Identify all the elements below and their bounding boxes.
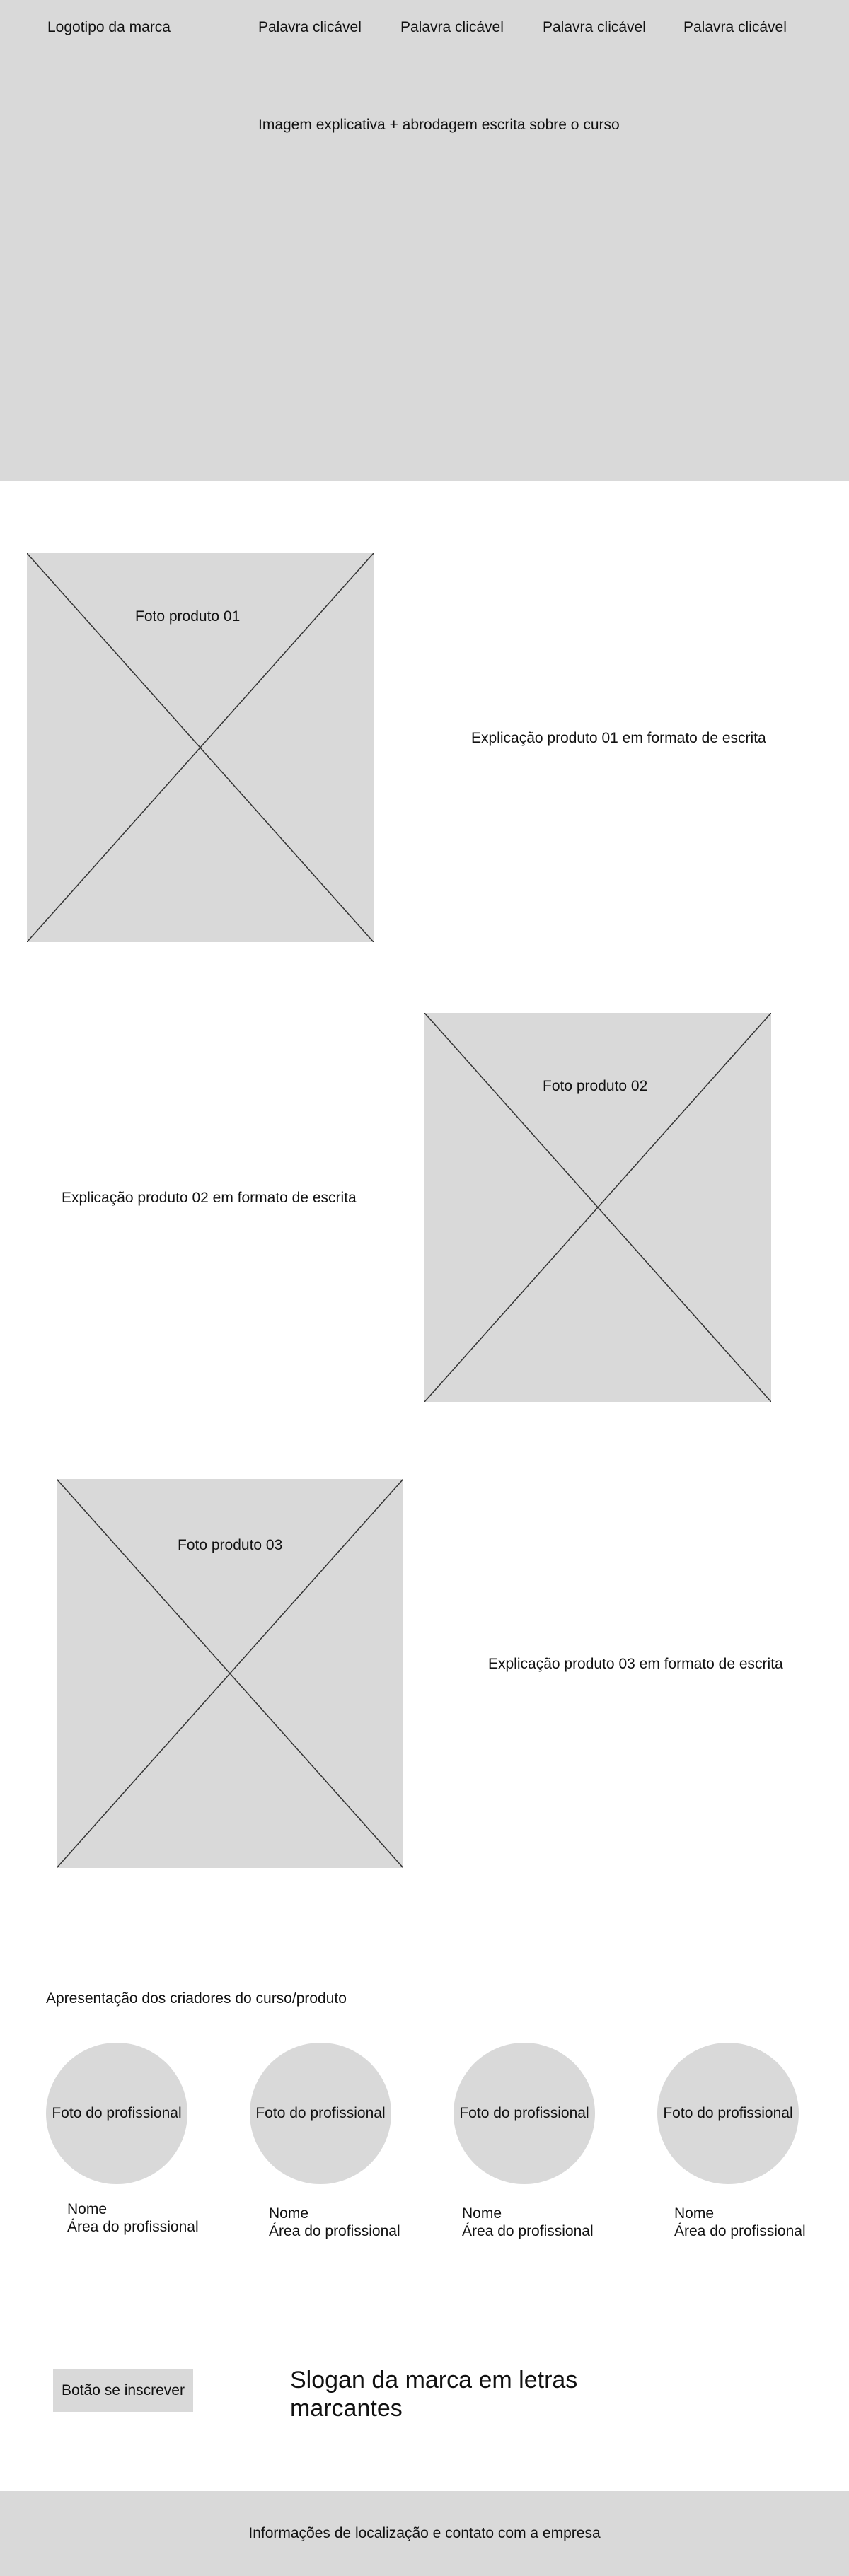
- creator-3-photo: Foto do profissional: [454, 2043, 595, 2184]
- creator-4-photo: Foto do profissional: [657, 2043, 799, 2184]
- product-01-photo-label: Foto produto 01: [135, 608, 241, 625]
- footer: Informações de localização e contato com…: [0, 2491, 849, 2576]
- creator-1-name: Nome: [67, 2201, 108, 2217]
- product-02-photo: Foto produto 02: [424, 1013, 771, 1402]
- nav-link-4[interactable]: Palavra clicável: [683, 19, 787, 35]
- footer-contact-info: Informações de localização e contato com…: [248, 2525, 601, 2541]
- creator-2-photo: Foto do profissional: [250, 2043, 391, 2184]
- creator-2-name: Nome: [269, 2205, 309, 2222]
- subscribe-button[interactable]: Botão se inscrever: [53, 2369, 193, 2412]
- creator-3-info: Nome Área do profissional: [462, 2205, 594, 2240]
- product-03-description: Explicação produto 03 em formato de escr…: [488, 1656, 783, 1672]
- creator-1-photo-label: Foto do profissional: [52, 2105, 182, 2121]
- nav-link-2[interactable]: Palavra clicável: [400, 19, 504, 35]
- creators-heading: Apresentação dos criadores do curso/prod…: [46, 1990, 347, 2007]
- brand-logo[interactable]: Logotipo da marca: [47, 19, 171, 35]
- placeholder-cross-icon: [57, 1479, 403, 1868]
- product-01-description: Explicação produto 01 em formato de escr…: [471, 730, 766, 746]
- creator-1-info: Nome Área do profissional: [67, 2200, 199, 2236]
- creator-2-photo-label: Foto do profissional: [255, 2105, 386, 2121]
- brand-slogan: Slogan da marca em letras marcantes: [290, 2367, 578, 2422]
- product-01-photo: Foto produto 01: [27, 553, 374, 942]
- placeholder-cross-icon: [27, 553, 374, 942]
- nav-link-3[interactable]: Palavra clicável: [543, 19, 646, 35]
- product-03-photo-label: Foto produto 03: [178, 1537, 283, 1553]
- creator-2-info: Nome Área do profissional: [269, 2205, 400, 2240]
- product-02-photo-label: Foto produto 02: [543, 1078, 648, 1094]
- product-03-photo: Foto produto 03: [57, 1479, 403, 1868]
- creator-2-area: Área do profissional: [269, 2223, 400, 2239]
- hero-banner: Logotipo da marca Palavra clicável Palav…: [0, 0, 849, 481]
- nav-link-1[interactable]: Palavra clicável: [258, 19, 362, 35]
- hero-description: Imagem explicativa + abrodagem escrita s…: [258, 117, 620, 133]
- placeholder-cross-icon: [424, 1013, 771, 1402]
- creator-3-photo-label: Foto do profissional: [459, 2105, 589, 2121]
- creator-1-area: Área do profissional: [67, 2219, 199, 2235]
- creator-1-photo: Foto do profissional: [46, 2043, 187, 2184]
- creator-3-name: Nome: [462, 2205, 502, 2222]
- creator-4-info: Nome Área do profissional: [674, 2205, 806, 2240]
- creator-3-area: Área do profissional: [462, 2223, 594, 2239]
- product-02-description: Explicação produto 02 em formato de escr…: [62, 1190, 357, 1206]
- creator-4-area: Área do profissional: [674, 2223, 806, 2239]
- creator-4-photo-label: Foto do profissional: [663, 2105, 793, 2121]
- creator-4-name: Nome: [674, 2205, 715, 2222]
